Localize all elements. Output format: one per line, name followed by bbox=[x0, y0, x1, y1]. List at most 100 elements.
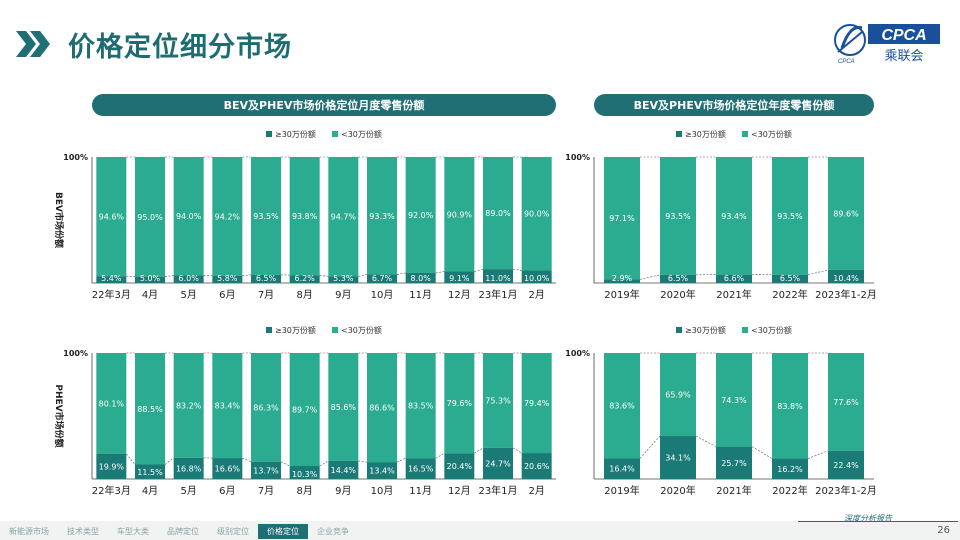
bar-segment-high bbox=[212, 275, 243, 283]
double-chevron-icon bbox=[16, 31, 50, 57]
data-label-low: 89.6% bbox=[833, 209, 859, 218]
nav-tab[interactable]: 新能源市场 bbox=[9, 527, 49, 536]
data-label-high: 16.8% bbox=[176, 464, 202, 473]
footer-tag: 深度分析报告 bbox=[844, 514, 892, 523]
bar-segment-low bbox=[96, 353, 127, 454]
bar-segment-low bbox=[328, 353, 359, 461]
x-tick-label: 6月 bbox=[219, 289, 235, 301]
nav-tab[interactable]: 品牌定位 bbox=[167, 527, 199, 536]
data-label-high: 16.2% bbox=[777, 465, 803, 474]
data-label-low: 86.6% bbox=[369, 404, 395, 413]
data-label-high: 20.4% bbox=[447, 462, 473, 471]
x-tick-label: 5月 bbox=[180, 289, 196, 301]
x-tick-label: 9月 bbox=[335, 289, 351, 301]
bar-segment-low bbox=[604, 353, 640, 459]
bar-segment-low bbox=[521, 353, 552, 454]
data-label-low: 83.8% bbox=[777, 402, 803, 411]
legend-swatch-high bbox=[676, 131, 682, 137]
nav-tab[interactable]: 企业竞争 bbox=[317, 527, 349, 536]
nav-tab[interactable]: 价格定位 bbox=[258, 524, 308, 539]
nav-tab[interactable]: 技术类型 bbox=[67, 527, 99, 536]
data-label-high: 25.7% bbox=[721, 459, 747, 468]
bar-segment-low bbox=[521, 157, 552, 271]
bar-segment-high bbox=[716, 446, 752, 479]
bar-segment-low bbox=[483, 157, 513, 270]
bar-segment-high bbox=[289, 466, 320, 479]
data-label-low: 93.5% bbox=[253, 212, 279, 221]
data-label-high: 22.4% bbox=[833, 461, 859, 470]
bar-segment-high bbox=[367, 274, 397, 283]
bar-segment-low bbox=[212, 157, 243, 276]
series-connector-high bbox=[126, 453, 136, 465]
data-label-low: 97.1% bbox=[609, 214, 635, 223]
data-label-high: 8.0% bbox=[411, 274, 432, 283]
bar-segment-high bbox=[173, 275, 204, 283]
series-connector-high bbox=[396, 272, 406, 275]
series-connector-high bbox=[695, 435, 717, 447]
data-label-high: 19.9% bbox=[99, 462, 125, 471]
bar-segment-high bbox=[828, 450, 864, 479]
y-tick-label: 100% bbox=[63, 349, 88, 358]
bar-segment-high bbox=[212, 458, 243, 479]
bar-segment-low bbox=[660, 353, 696, 437]
bar-segment-high bbox=[96, 453, 127, 479]
series-connector-high bbox=[319, 460, 329, 467]
series-connector-high bbox=[512, 268, 522, 271]
x-tick-label: 2023年1-2月 bbox=[815, 288, 877, 301]
data-label-low: 94.2% bbox=[215, 212, 241, 221]
series-connector-high bbox=[639, 274, 661, 280]
x-tick-label: 2023年1-2月 bbox=[815, 484, 877, 497]
y-tick-label: 100% bbox=[63, 153, 88, 162]
bar-segment-high bbox=[444, 271, 475, 283]
bar-segment-high bbox=[444, 453, 475, 479]
data-label-high: 11.5% bbox=[137, 468, 163, 477]
data-label-high: 16.4% bbox=[609, 465, 635, 474]
series-connector-high bbox=[319, 274, 329, 277]
data-label-high: 10.3% bbox=[292, 470, 318, 479]
bar-segment-high bbox=[96, 276, 127, 283]
data-label-high: 5.3% bbox=[333, 274, 354, 283]
x-tick-label: 2020年 bbox=[660, 484, 695, 497]
series-connector-high bbox=[639, 435, 661, 459]
nav-tab[interactable]: 车型大类 bbox=[117, 527, 149, 536]
data-label-low: 93.8% bbox=[292, 212, 318, 221]
data-label-low: 89.0% bbox=[485, 209, 511, 218]
logo-text: CPCA bbox=[881, 27, 926, 44]
legend-swatch-high bbox=[676, 327, 682, 333]
x-tick-label: 2022年 bbox=[772, 288, 807, 301]
data-label-low: 93.5% bbox=[665, 212, 691, 221]
bar-segment-low bbox=[483, 353, 513, 448]
data-label-low: 93.4% bbox=[721, 212, 747, 221]
series-connector-high bbox=[242, 457, 252, 463]
data-label-low: 65.9% bbox=[665, 391, 691, 400]
x-tick-label: 2019年 bbox=[604, 288, 639, 301]
y-axis-label: PHEV市场份额 bbox=[53, 384, 65, 447]
bar-segment-high bbox=[521, 270, 552, 283]
legend-swatch-low bbox=[742, 131, 748, 137]
logo-mark-icon bbox=[834, 24, 866, 56]
bar-segment-high bbox=[328, 276, 359, 283]
bar-segment-low bbox=[772, 353, 808, 459]
header-annual: BEV及PHEV市场价格定位年度零售份额 bbox=[594, 94, 874, 116]
data-label-high: 16.5% bbox=[408, 465, 434, 474]
legend-label-high: ≥30万份额 bbox=[685, 129, 726, 139]
data-label-high: 10.0% bbox=[524, 274, 550, 283]
series-connector-high bbox=[242, 274, 252, 276]
data-label-low: 86.3% bbox=[253, 403, 279, 412]
x-tick-label: 22年3月 bbox=[92, 288, 131, 301]
bar-segment-high bbox=[828, 269, 864, 283]
legend-swatch-low bbox=[332, 327, 338, 333]
y-tick-label: 100% bbox=[565, 349, 590, 358]
data-label-low: 83.2% bbox=[176, 401, 202, 410]
nav-tabs: 新能源市场 技术类型 车型大类 品牌定位 级别定位 价格定位 企业竞争 bbox=[0, 524, 358, 539]
x-tick-label: 6月 bbox=[219, 485, 235, 497]
x-tick-label: 12月 bbox=[448, 485, 471, 497]
legend-label-low: <30万份额 bbox=[341, 325, 382, 335]
bar-segment-low bbox=[289, 353, 320, 467]
series-connector-high bbox=[807, 450, 829, 459]
nav-tab[interactable]: 级别定位 bbox=[217, 527, 249, 536]
data-label-high: 14.4% bbox=[331, 466, 357, 475]
bar-segment-low bbox=[828, 157, 864, 270]
series-connector-high bbox=[358, 460, 368, 463]
data-label-low: 95.0% bbox=[137, 213, 163, 222]
